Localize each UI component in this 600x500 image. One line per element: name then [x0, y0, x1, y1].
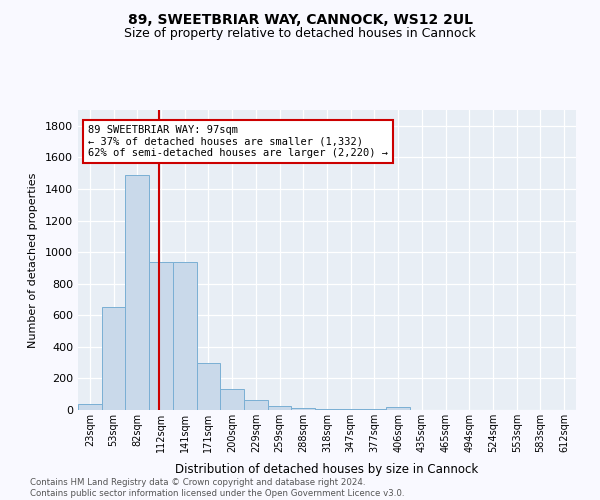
X-axis label: Distribution of detached houses by size in Cannock: Distribution of detached houses by size … [175, 464, 479, 476]
Text: 89, SWEETBRIAR WAY, CANNOCK, WS12 2UL: 89, SWEETBRIAR WAY, CANNOCK, WS12 2UL [128, 12, 473, 26]
Bar [292, 408, 315, 410]
Text: Contains HM Land Registry data © Crown copyright and database right 2024.
Contai: Contains HM Land Registry data © Crown c… [30, 478, 404, 498]
Bar [149, 262, 173, 410]
Bar [197, 364, 220, 410]
Bar [102, 308, 125, 410]
Y-axis label: Number of detached properties: Number of detached properties [28, 172, 38, 348]
Bar [315, 409, 339, 410]
Bar [268, 406, 292, 410]
Bar [339, 409, 362, 410]
Bar [386, 407, 410, 410]
Bar [362, 409, 386, 410]
Text: Size of property relative to detached houses in Cannock: Size of property relative to detached ho… [124, 28, 476, 40]
Bar [244, 400, 268, 410]
Bar [220, 390, 244, 410]
Text: 89 SWEETBRIAR WAY: 97sqm
← 37% of detached houses are smaller (1,332)
62% of sem: 89 SWEETBRIAR WAY: 97sqm ← 37% of detach… [88, 125, 388, 158]
Bar [78, 404, 102, 410]
Bar [125, 174, 149, 410]
Bar [173, 262, 197, 410]
